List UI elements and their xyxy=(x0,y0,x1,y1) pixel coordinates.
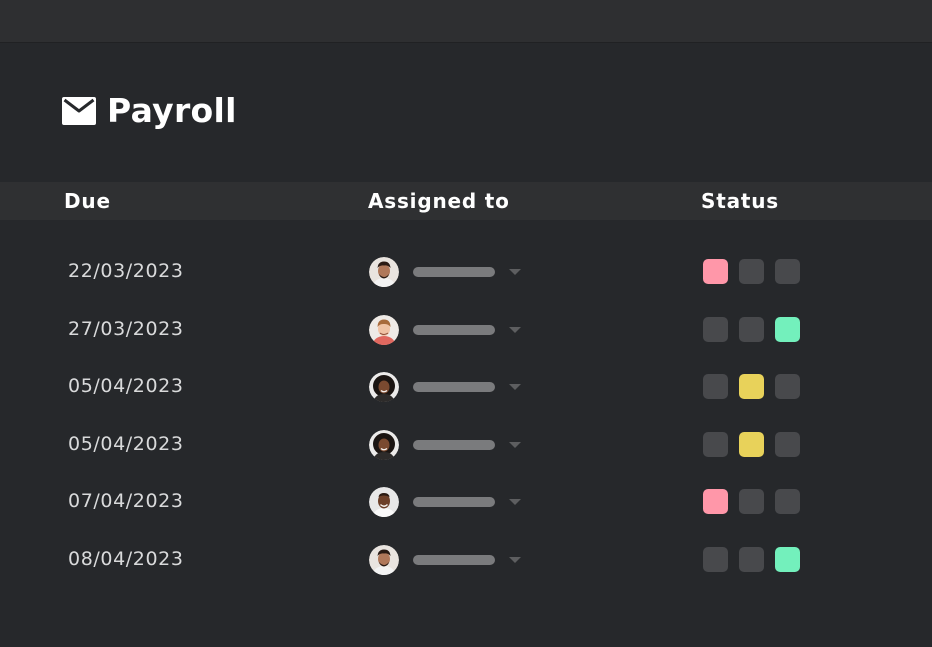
status-option[interactable] xyxy=(775,374,800,400)
assignee-name-placeholder xyxy=(413,382,495,393)
assignee-dropdown[interactable] xyxy=(369,314,521,345)
status-option[interactable] xyxy=(739,546,764,572)
assignee-dropdown[interactable] xyxy=(369,372,521,403)
assignee-name-placeholder xyxy=(413,324,495,335)
due-date: 27/03/2023 xyxy=(68,317,184,340)
status-selector xyxy=(703,316,811,342)
status-option[interactable] xyxy=(739,316,764,342)
status-option[interactable] xyxy=(775,259,800,284)
page-header: Payroll xyxy=(62,90,237,132)
mail-icon xyxy=(62,97,96,125)
due-date: 22/03/2023 xyxy=(68,260,184,282)
status-selector xyxy=(703,546,811,572)
status-option[interactable] xyxy=(775,316,800,342)
status-option[interactable] xyxy=(739,489,764,515)
avatar xyxy=(369,314,399,345)
avatar xyxy=(369,372,399,403)
due-date: 05/04/2023 xyxy=(68,432,184,455)
avatar xyxy=(369,257,399,287)
table-row: 05/04/2023 xyxy=(0,416,932,474)
status-option[interactable] xyxy=(775,489,800,515)
table-body: 22/03/2023 27/03/2023 05/04/2023 05/04/2… xyxy=(0,243,932,589)
top-bar xyxy=(0,0,932,43)
assignee-dropdown[interactable] xyxy=(369,487,521,518)
status-option[interactable] xyxy=(703,316,728,342)
assignee-name-placeholder xyxy=(413,439,495,450)
status-selector xyxy=(703,259,811,284)
status-selector xyxy=(703,374,811,400)
column-header-status: Status xyxy=(701,189,779,213)
status-option[interactable] xyxy=(739,259,764,284)
chevron-down-icon[interactable] xyxy=(509,556,521,563)
assignee-name-placeholder xyxy=(413,267,495,277)
avatar xyxy=(369,429,399,460)
due-date: 07/04/2023 xyxy=(68,490,184,513)
table-header: Due Assigned to Status xyxy=(0,182,932,220)
status-option[interactable] xyxy=(703,374,728,400)
status-option[interactable] xyxy=(739,431,764,457)
status-option[interactable] xyxy=(703,489,728,515)
status-option[interactable] xyxy=(775,431,800,457)
chevron-down-icon[interactable] xyxy=(509,269,521,275)
due-date: 05/04/2023 xyxy=(68,375,184,398)
status-option[interactable] xyxy=(739,374,764,400)
table-row: 27/03/2023 xyxy=(0,301,932,359)
status-option[interactable] xyxy=(703,259,728,284)
avatar xyxy=(369,544,399,575)
assignee-name-placeholder xyxy=(413,497,495,508)
chevron-down-icon[interactable] xyxy=(509,384,521,391)
assignee-dropdown[interactable] xyxy=(369,544,521,575)
table-row: 05/04/2023 xyxy=(0,358,932,416)
chevron-down-icon[interactable] xyxy=(509,326,521,333)
chevron-down-icon[interactable] xyxy=(509,441,521,448)
assignee-name-placeholder xyxy=(413,554,495,565)
status-option[interactable] xyxy=(703,431,728,457)
column-header-due: Due xyxy=(64,189,111,213)
status-option[interactable] xyxy=(703,546,728,572)
due-date: 08/04/2023 xyxy=(68,547,184,570)
assignee-dropdown[interactable] xyxy=(369,429,521,460)
column-header-assigned-to: Assigned to xyxy=(368,189,510,213)
chevron-down-icon[interactable] xyxy=(509,499,521,506)
status-selector xyxy=(703,431,811,457)
table-row: 07/04/2023 xyxy=(0,473,932,531)
table-row: 08/04/2023 xyxy=(0,531,932,589)
avatar xyxy=(369,487,399,518)
status-option[interactable] xyxy=(775,546,800,572)
assignee-dropdown[interactable] xyxy=(369,257,521,287)
table-row: 22/03/2023 xyxy=(0,243,932,301)
status-selector xyxy=(703,489,811,515)
page-title: Payroll xyxy=(107,91,237,130)
